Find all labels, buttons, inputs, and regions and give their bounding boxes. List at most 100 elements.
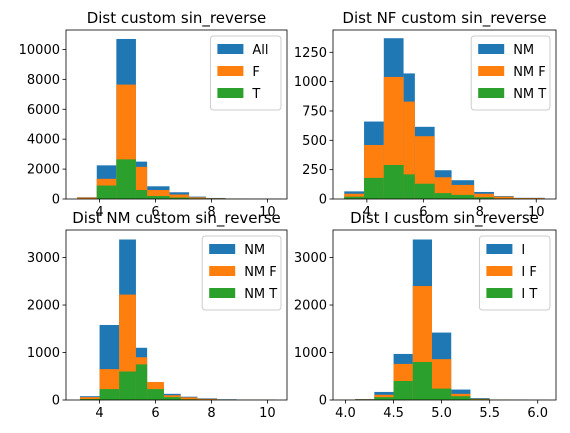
legend-label: All [252,43,268,58]
x-tick-label: 4 [95,205,103,220]
legend-label: NM F [244,265,277,280]
legend-label: NM T [244,287,277,302]
legend-swatch [209,288,236,298]
x-tick-label: 6 [151,406,159,421]
legend-swatch [486,288,513,298]
y-tick-label: 500 [302,134,327,149]
y-tick-label: 750 [302,104,327,119]
x-tick-label: 10 [259,406,276,421]
legend-swatch [217,88,244,98]
legend-label: I F [521,265,536,280]
legend-swatch [209,244,236,254]
y-tick-label: 0 [52,193,60,208]
y-tick-label: 0 [52,394,60,409]
legend-label: NM [513,43,534,58]
bar [434,193,452,199]
legend-label: I T [521,287,537,302]
subplot-1: 4 6 8 10 0 2000 4000 6000 8000 10000 Dist custom s… [19,9,288,220]
subplot-3: 4 6 8 10 0 1000 2000 3000 Dist NM custom sin_rev… [27,209,288,421]
bar [451,194,475,199]
bar [414,183,435,199]
bar [189,197,206,199]
bar [135,190,148,199]
y-tick-label: 250 [302,163,327,178]
subplot-2: 4 6 8 10 0 250 500 750 1000 1250 Dist NF custom si… [294,9,557,220]
bar [119,371,136,400]
series-nm-t [344,164,545,200]
bar [493,196,514,199]
legend: I I F I T [478,235,551,311]
bar [79,397,100,400]
bar [77,197,97,199]
x-tick-label: 5.5 [479,406,500,421]
y-tick-label: 1000 [27,346,60,361]
bar [96,185,117,199]
bar [451,396,471,400]
bar [116,159,136,199]
axes-frame [332,29,557,200]
bar [147,196,170,199]
x-tick-label: 8 [207,406,215,421]
y-tick-label: 1000 [294,75,327,90]
bar [414,136,435,199]
bar [180,397,198,400]
y-tick-label: 1000 [294,346,327,361]
bar [432,388,452,400]
legend-label: I [521,243,525,258]
axes-frame [65,229,288,401]
legend-swatch [478,44,505,54]
y-tick-label: 1250 [294,46,327,61]
legend-swatch [209,266,236,276]
y-tick-label: 3000 [27,251,60,266]
legend: NM NM F NM T [201,235,282,311]
legend-label: F [252,65,259,80]
bar [99,389,120,400]
bar [403,101,415,199]
bar [374,397,394,400]
y-tick-label: 10000 [19,43,60,58]
y-tick-label: 2000 [27,299,60,314]
bar [79,399,100,400]
bar [344,196,365,199]
x-tick-label: 10 [528,205,545,220]
bar [147,190,170,199]
y-tick-label: 2000 [294,299,327,314]
bar [135,166,148,199]
bar [163,397,181,400]
subplot-title: Dist NM custom sin_reverse [72,209,281,228]
bar [383,164,404,199]
legend: NM NM F NM T [470,35,551,111]
bar [135,364,148,400]
series-i-t [335,362,548,400]
legend-swatch [478,66,505,76]
bar [403,174,415,199]
legend-swatch [217,66,244,76]
bar [169,197,190,199]
subplot-title: Dist I custom sin_reverse [350,209,539,228]
subplot-title: Dist NF custom sin_reverse [342,9,546,28]
bar [344,193,365,199]
bar [513,198,545,199]
y-tick-label: 4000 [27,133,60,148]
legend-label: NM F [513,65,546,80]
bar [474,193,494,199]
legend: All FT [209,35,282,111]
bar [393,381,413,400]
x-tick-label: 4.5 [383,406,404,421]
bar [412,362,432,400]
bar [474,197,494,199]
subplot-title: Dist custom sin_reverse [87,9,267,28]
legend-label: NM T [513,87,546,102]
x-tick-label: 8 [207,205,215,220]
bar [169,194,190,199]
x-tick-label: 8 [476,205,484,220]
x-tick-label: 4.0 [335,406,356,421]
x-tick-label: 5.0 [431,406,452,421]
x-tick-label: 6 [419,205,427,220]
legend-swatch [486,244,513,254]
axes-frame [65,29,288,200]
y-tick-label: 0 [319,193,327,208]
subplot-4: 4.0 4.5 5.0 5.5 6.0 0 1000 2000 3000 Dist I custo… [294,209,557,421]
legend-swatch [217,44,244,54]
